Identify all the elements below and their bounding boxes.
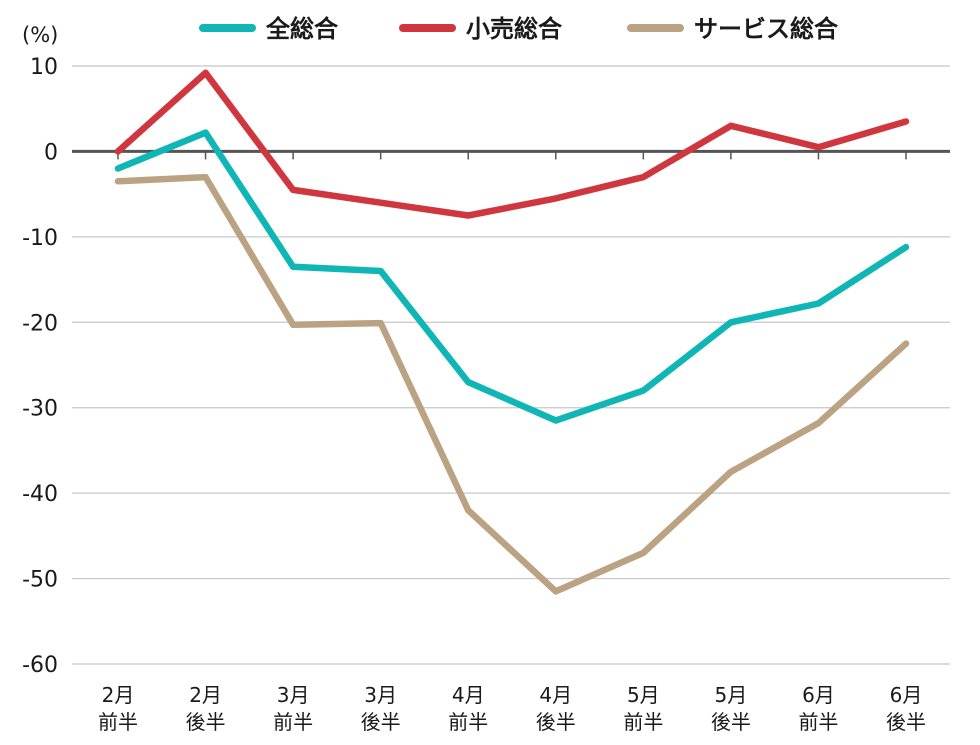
grid-layer bbox=[72, 65, 950, 665]
x-tick-label-month: 5月 bbox=[715, 683, 748, 707]
x-tick-label-half: 後半 bbox=[186, 710, 226, 734]
y-tick-label: -30 bbox=[22, 397, 58, 422]
x-tick-label-half: 後半 bbox=[886, 710, 926, 734]
y-tick-label: 0 bbox=[44, 140, 58, 165]
series-line-1 bbox=[114, 69, 910, 219]
legend: 全総合 小売総合 サービス総合 bbox=[199, 15, 839, 43]
x-tick-label-month: 6月 bbox=[802, 683, 835, 707]
x-tick-label-half: 後半 bbox=[536, 710, 576, 734]
series-layer bbox=[114, 69, 910, 595]
x-tick-label-half: 後半 bbox=[361, 710, 401, 734]
x-tick-label-half: 前半 bbox=[273, 710, 313, 734]
y-tick-label: 10 bbox=[30, 55, 58, 80]
x-tick-label-half: 前半 bbox=[798, 710, 838, 734]
y-tick-label: -40 bbox=[22, 482, 58, 507]
x-tick-label-month: 5月 bbox=[627, 683, 660, 707]
y-tick-label: -20 bbox=[22, 311, 58, 336]
x-tick-label-half: 前半 bbox=[448, 710, 488, 734]
series-line-0 bbox=[114, 129, 910, 424]
legend-label: 小売総合 bbox=[466, 15, 563, 43]
x-tick-label-half: 後半 bbox=[711, 710, 751, 734]
x-tick-label-month: 2月 bbox=[189, 683, 222, 707]
x-tick-label-month: 2月 bbox=[102, 683, 135, 707]
x-tick-label-month: 4月 bbox=[452, 683, 485, 707]
y-axis-unit-label: (%) bbox=[22, 23, 58, 47]
y-tick-label: -60 bbox=[22, 653, 58, 678]
series-line-2 bbox=[114, 173, 910, 595]
x-tick-label-month: 3月 bbox=[277, 683, 310, 707]
legend-label: サービス総合 bbox=[694, 15, 839, 43]
x-tick-label-month: 3月 bbox=[364, 683, 397, 707]
y-tick-label: -50 bbox=[22, 568, 58, 593]
x-tick-label-half: 前半 bbox=[623, 710, 663, 734]
y-tick-labels: 10 0 -10 -20 -30 -40 -50 -60 bbox=[22, 55, 58, 678]
legend-label: 全総合 bbox=[265, 15, 339, 43]
x-tick-label-half: 前半 bbox=[98, 710, 138, 734]
x-tick-label-month: 6月 bbox=[890, 683, 923, 707]
y-tick-label: -10 bbox=[22, 226, 58, 251]
x-tick-label-month: 4月 bbox=[539, 683, 572, 707]
